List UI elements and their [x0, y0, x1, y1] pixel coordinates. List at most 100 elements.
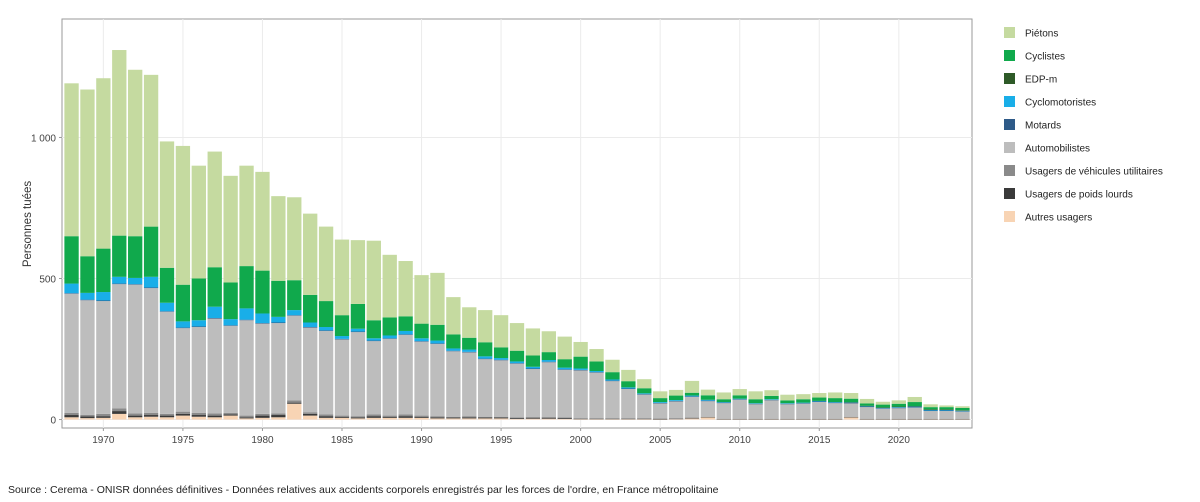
bar-segment-usagers-de-v-hicules-utilitaires-1975 [175, 411, 191, 414]
bar-segment-usagers-de-poids-lourds-1971 [112, 411, 127, 414]
bar-segment-usagers-de-v-hicules-utilitaires-2020 [891, 418, 906, 420]
bar-segment-usagers-de-v-hicules-utilitaires-1987 [366, 414, 381, 417]
bar-segment-pi-tons-1978 [223, 175, 238, 283]
bar-segment-motards-2023 [939, 410, 954, 412]
bar-segment-motards-1984 [318, 330, 334, 331]
bar-segment-motards-1971 [112, 283, 127, 285]
bar-segment-pi-tons-1991 [430, 272, 445, 325]
bar-segment-automobilistes-1968 [64, 293, 79, 413]
bar-segment-cyclomotoristes-1982 [287, 310, 302, 316]
bar-segment-cyclomotoristes-1972 [128, 277, 143, 285]
bar-segment-autres-usagers-2018 [859, 419, 875, 420]
bar-segment-motards-2018 [859, 406, 875, 408]
bar-segment-cyclistes-2017 [843, 398, 859, 403]
bar-segment-pi-tons-1997 [525, 328, 541, 356]
bar-segment-automobilistes-1993 [462, 352, 477, 417]
bar-segment-motards-1978 [223, 325, 238, 326]
bar-segment-cyclomotoristes-1994 [478, 356, 493, 359]
bar-segment-pi-tons-2008 [700, 389, 716, 396]
bar-segment-pi-tons-2020 [891, 400, 906, 404]
bar-segment-automobilistes-2023 [939, 410, 954, 419]
bar-segment-cyclomotoristes-1985 [334, 336, 350, 339]
bar-segment-cyclistes-1968 [64, 236, 79, 284]
bar-segment-automobilistes-2011 [748, 404, 763, 419]
bar-segment-pi-tons-1969 [80, 89, 95, 257]
bar-segment-pi-tons-2004 [637, 379, 652, 389]
bar-segment-autres-usagers-1981 [271, 417, 286, 420]
legend-label: Cyclomotoristes [1025, 98, 1096, 109]
bar-segment-autres-usagers-2004 [637, 419, 652, 420]
bar-segment-pi-tons-1974 [159, 141, 175, 268]
bar-segment-pi-tons-1988 [382, 254, 397, 318]
bar-segment-edp-m-2024 [955, 410, 970, 411]
bar-segment-pi-tons-2002 [605, 359, 620, 373]
bar-segment-pi-tons-1970 [96, 78, 111, 249]
bar-segment-autres-usagers-1996 [509, 418, 525, 420]
bar-segment-autres-usagers-1972 [128, 417, 143, 420]
bar-segment-cyclistes-1974 [159, 267, 175, 303]
bar-segment-autres-usagers-2013 [780, 419, 795, 420]
bar-segment-pi-tons-1984 [318, 226, 334, 302]
bar-segment-automobilistes-2015 [812, 401, 827, 419]
bar-segment-usagers-de-v-hicules-utilitaires-1984 [318, 414, 334, 417]
bar-segment-cyclomotoristes-1968 [64, 283, 79, 294]
bar-segment-motards-1979 [239, 319, 254, 321]
bar-segment-usagers-de-v-hicules-utilitaires-1986 [350, 416, 366, 418]
bar-segment-cyclomotoristes-2007 [684, 395, 700, 397]
bar-segment-cyclistes-2012 [764, 395, 779, 400]
bar-segment-pi-tons-2001 [589, 349, 604, 362]
bar-segment-usagers-de-v-hicules-utilitaires-2004 [637, 418, 652, 419]
bar-segment-pi-tons-1994 [478, 310, 493, 343]
bar-segment-motards-1982 [287, 315, 302, 316]
bar-segment-cyclomotoristes-1975 [175, 321, 191, 328]
bar-segment-autres-usagers-2022 [923, 419, 938, 420]
bar-segment-pi-tons-1985 [334, 239, 350, 316]
bar-segment-motards-2009 [716, 402, 731, 404]
bar-segment-cyclomotoristes-1986 [350, 328, 366, 332]
bar-segment-cyclomotoristes-1979 [239, 308, 254, 320]
bar-segment-autres-usagers-1998 [541, 418, 556, 420]
bar-segment-pi-tons-1987 [366, 240, 381, 321]
bar-segment-pi-tons-1968 [64, 83, 79, 237]
bar-segment-cyclistes-1990 [414, 323, 429, 339]
bar-segment-autres-usagers-1989 [398, 417, 413, 420]
bar-segment-autres-usagers-1980 [255, 417, 270, 420]
bar-segment-usagers-de-poids-lourds-1979 [239, 417, 254, 419]
bar-segment-cyclistes-1978 [223, 282, 238, 320]
bar-segment-automobilistes-1987 [366, 341, 381, 415]
bar-segment-usagers-de-v-hicules-utilitaires-2000 [573, 418, 588, 419]
bar-segment-usagers-de-v-hicules-utilitaires-1980 [255, 413, 270, 416]
bar-segment-cyclistes-1976 [191, 278, 206, 321]
bar-segment-cyclistes-2024 [955, 407, 970, 411]
bar-segment-pi-tons-1980 [255, 171, 270, 271]
bar-segment-motards-1995 [493, 359, 509, 361]
bar-segment-autres-usagers-2009 [716, 419, 731, 420]
bar-segment-autres-usagers-1985 [334, 417, 350, 420]
bar-segment-autres-usagers-1986 [350, 418, 366, 420]
bar-segment-autres-usagers-1983 [303, 415, 318, 420]
bar-segment-pi-tons-2012 [764, 390, 779, 396]
bar-segment-cyclomotoristes-1980 [255, 313, 270, 324]
bar-segment-cyclomotoristes-1983 [303, 322, 318, 328]
bar-segment-autres-usagers-1984 [318, 417, 334, 420]
bar-segment-pi-tons-1990 [414, 275, 429, 324]
bar-segment-usagers-de-v-hicules-utilitaires-1993 [462, 416, 477, 418]
bar-segment-usagers-de-v-hicules-utilitaires-1996 [509, 417, 525, 419]
bar-segment-automobilistes-1977 [207, 318, 222, 414]
bar-segment-cyclistes-1986 [350, 303, 366, 329]
bar-segment-motards-2020 [891, 407, 906, 409]
bar-segment-usagers-de-poids-lourds-1981 [271, 415, 286, 418]
bar-segment-motards-1992 [446, 350, 461, 352]
bar-segment-pi-tons-1975 [175, 145, 191, 285]
bar-segment-usagers-de-poids-lourds-1978 [223, 414, 238, 416]
x-tick-label: 2010 [729, 435, 752, 446]
bar-segment-pi-tons-2007 [684, 380, 700, 393]
bar-segment-edp-m-2022 [923, 409, 938, 410]
bar-segment-edp-m-2020 [891, 406, 906, 408]
bar-segment-usagers-de-poids-lourds-2010 [732, 418, 747, 420]
bar-segment-usagers-de-v-hicules-utilitaires-2002 [605, 418, 620, 419]
bar-segment-cyclomotoristes-2002 [605, 379, 620, 381]
bar-segment-usagers-de-v-hicules-utilitaires-2011 [748, 418, 763, 420]
bar-segment-usagers-de-v-hicules-utilitaires-2014 [796, 418, 811, 420]
bar-segment-pi-tons-2019 [875, 401, 891, 405]
